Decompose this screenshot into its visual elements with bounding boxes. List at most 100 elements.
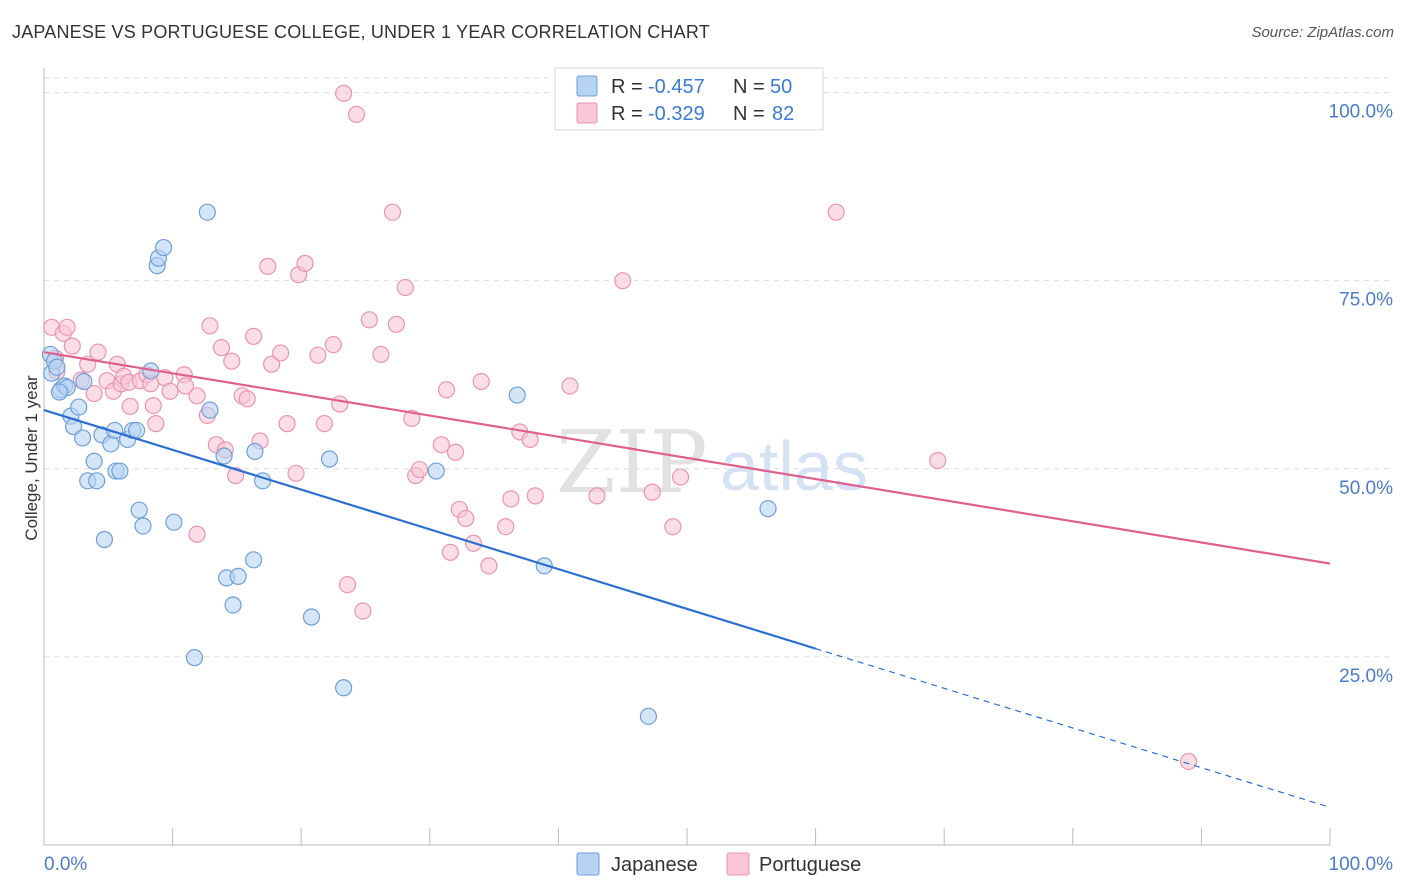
japanese-point-42 [320,450,339,468]
portuguese-point-23 [161,382,179,400]
tick-labels: 25.0% 50.0% 75.0% 100.0% 0.0% 100.0% [44,102,1393,875]
portuguese-point-82 [827,203,845,221]
portuguese-point-56 [383,203,402,221]
japanese-point-37 [229,567,247,585]
japanese-point-29 [154,238,173,257]
japanese-point-44 [427,462,445,480]
legend-bottom-japanese-label: Japanese [611,854,698,876]
portuguese-point-41 [272,344,290,362]
x-tick-label-0: 0.0% [44,854,87,875]
y-tick-label-75: 75.0% [1339,290,1393,311]
japanese-trend-extension [815,648,1331,808]
legend-box [554,67,824,131]
portuguese-point-47 [315,415,333,433]
portuguese-point-9 [89,343,107,361]
portuguese-point-77 [588,487,606,505]
legend-japanese-n-value: 50 [770,76,792,98]
portuguese-point-55 [372,345,390,364]
japanese-point-16 [95,530,114,549]
portuguese-point-76 [561,377,579,395]
portuguese-point-51 [338,576,357,594]
portuguese-point-27 [188,525,206,543]
portuguese-point-79 [643,483,661,501]
portuguese-point-25 [176,377,195,395]
legend-japanese-swatch [576,75,598,97]
chart-title: JAPANESE VS PORTUGUESE COLLEGE, UNDER 1 … [12,22,710,42]
legend-portuguese-r-label: R = [611,103,643,125]
legend-bottom: Japanese Portuguese [576,852,861,876]
portuguese-point-64 [441,543,459,561]
japanese-point-11 [75,372,93,391]
japanese-point-43 [335,679,353,697]
japanese-point-14 [88,472,106,490]
japanese-point-31 [185,649,204,667]
portuguese-point-70 [480,557,498,575]
portuguese-point-5 [63,337,81,355]
grid-layer [44,77,1392,658]
watermark: ZIP atlas [556,413,868,513]
japanese-point-10 [73,429,92,447]
portuguese-point-50 [335,84,353,102]
legend-bottom-portuguese-label: Portuguese [759,854,861,876]
portuguese-point-46 [309,346,327,364]
portuguese-point-75 [526,487,544,505]
japanese-point-20 [111,462,129,480]
japanese-point-3 [48,358,66,376]
portuguese-point-48 [324,336,342,354]
legend-japanese-r-label: R = [611,76,643,98]
portuguese-point-36 [238,390,256,408]
japanese-point-33 [201,401,219,419]
portuguese-point-31 [212,339,231,357]
portuguese-point-81 [671,468,690,486]
portuguese-point-54 [360,311,378,329]
japanese-point-41 [302,608,321,626]
x-tick-label-100: 100.0% [1329,854,1394,875]
axes-layer [43,68,1331,846]
portuguese-point-62 [432,436,450,454]
portuguese-point-45 [296,254,314,272]
legend-bottom-portuguese-swatch [726,852,750,876]
portuguese-point-63 [437,381,456,399]
portuguese-point-4 [58,318,76,336]
portuguese-point-78 [614,272,632,290]
portuguese-point-43 [287,464,305,482]
portuguese-point-20 [144,396,162,415]
japanese-point-30 [165,513,183,531]
japanese-point-48 [759,500,777,518]
legend-portuguese-n-label: N = [733,103,765,125]
legend-portuguese-n-value: 82 [772,103,794,125]
portuguese-point-53 [354,602,372,620]
portuguese-point-40 [263,355,281,373]
watermark-atlas: atlas [720,427,868,505]
portuguese-point-52 [347,105,366,123]
japanese-point-38 [245,551,263,569]
y-tick-label-50: 50.0% [1339,478,1393,499]
portuguese-point-26 [188,387,206,405]
japanese-point-36 [224,596,242,614]
portuguese-point-69 [472,372,490,391]
legend-portuguese-r-value: -0.329 [648,103,705,125]
portuguese-point-58 [396,278,414,297]
portuguese-point-84 [1179,752,1198,771]
japanese-point-25 [134,517,152,535]
y-tick-label-100: 100.0% [1329,102,1394,123]
japanese-point-39 [246,442,264,461]
portuguese-point-39 [259,257,277,275]
portuguese-point-42 [278,415,296,433]
portuguese-trend-line [43,351,1331,565]
legend-japanese-n-label: N = [733,76,765,98]
japanese-point-47 [639,707,658,725]
japanese-point-32 [198,203,216,221]
portuguese-point-33 [223,352,241,370]
portuguese-point-67 [457,509,475,528]
y-axis-label: College, Under 1 year [22,375,41,541]
japanese-point-9 [70,398,88,416]
japanese-point-24 [130,501,148,519]
portuguese-point-57 [387,315,405,333]
portuguese-point-80 [664,518,682,536]
portuguese-point-29 [201,317,219,335]
portuguese-point-8 [85,384,103,403]
source-credit: Source: ZipAtlas.com [1251,24,1394,41]
japanese-point-34 [215,447,233,465]
